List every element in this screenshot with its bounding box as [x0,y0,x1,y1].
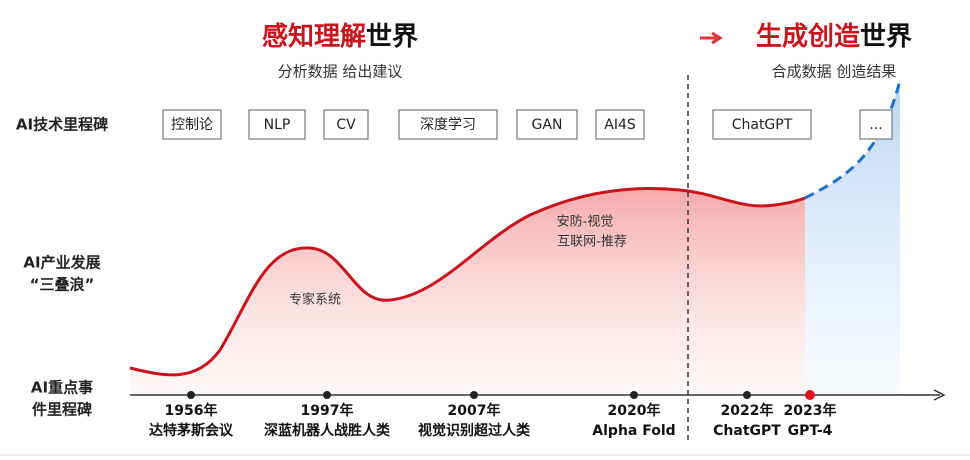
event-label: Alpha Fold [592,423,675,439]
event-year: 1997年 [301,402,354,419]
arrow-icon [700,31,723,45]
event-dot [743,391,751,399]
wave-line [129,187,806,377]
tech-box [859,109,893,140]
tech-box [595,109,645,140]
left-title: 感知理解世界 [262,22,418,52]
tech-box [323,109,369,140]
tech-label: CV [336,117,356,133]
future-line [804,79,902,200]
event-year: 2007年 [448,402,501,419]
event-dot [630,391,638,399]
axis-arrow [933,389,946,401]
row-label: AI重点事 [31,379,93,397]
event-dot [805,390,815,400]
row-label: AI技术里程碑 [16,116,108,134]
tech-box [516,109,578,140]
event-label: 达特茅斯会议 [149,422,234,439]
wave-fill [130,188,805,395]
tech-label: GAN [532,117,563,133]
wave-label: 专家系统 [289,292,341,308]
event-year: 1956年 [165,402,218,419]
tech-box [248,109,306,140]
tech-label: NLP [264,117,291,133]
right-title: 生成创造世界 [756,22,912,52]
tech-box [712,109,812,140]
event-label: 视觉识别超过人类 [418,422,531,439]
event-dot [187,391,195,399]
event-year: 2020年 [608,402,661,419]
row-label: “三叠浪” [30,276,95,294]
event-label: ChatGPT [713,423,781,439]
right-subtitle: 合成数据 创造结果 [772,63,897,81]
event-dot [470,391,478,399]
event-year: 2022年 [721,402,774,419]
row-label: 件里程碑 [32,401,92,419]
wave-label: 安防-视觉 [557,214,614,230]
tech-box [398,109,498,140]
event-year: 2023年 [784,402,837,419]
tech-label: 深度学习 [420,117,476,133]
left-subtitle: 分析数据 给出建议 [278,63,403,81]
event-label: 深蓝机器人战胜人类 [264,422,391,439]
tech-box [162,109,222,140]
tech-label: ChatGPT [732,117,793,133]
future-fill [805,80,900,395]
tech-label: ... [869,117,882,133]
row-label: AI产业发展 [23,254,100,272]
tech-label: AI4S [604,117,636,133]
wave-label: 互联网-推荐 [557,235,627,250]
event-dot [323,391,331,399]
event-label: GPT-4 [788,423,833,439]
tech-label: 控制论 [171,117,213,133]
